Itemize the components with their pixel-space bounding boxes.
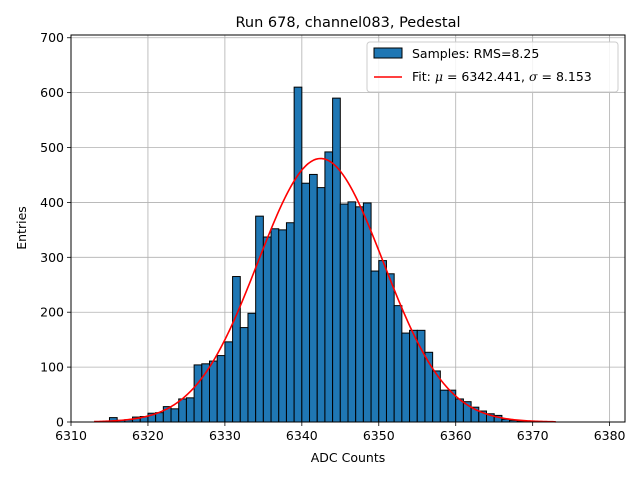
x-tick-label: 6350 bbox=[363, 428, 395, 443]
histogram-bar bbox=[355, 206, 364, 423]
y-tick-label: 100 bbox=[40, 360, 64, 375]
fit-curve bbox=[94, 157, 556, 423]
legend: Samples: RMS=8.25 Fit: μ = 6342.441, σ =… bbox=[366, 41, 619, 93]
histogram-bar bbox=[270, 228, 280, 423]
histogram-bar bbox=[370, 270, 380, 423]
histogram-bar bbox=[439, 389, 449, 423]
x-axis-ticks: 6310 6320 6330 6340 6350 6360 6370 6380 bbox=[55, 422, 626, 443]
y-tick-label: 400 bbox=[40, 195, 64, 210]
histogram-bar bbox=[393, 305, 403, 423]
histogram-bar bbox=[278, 229, 287, 423]
y-tick-label: 0 bbox=[56, 415, 64, 430]
histogram-bar bbox=[378, 260, 387, 423]
histogram-bar bbox=[309, 173, 318, 423]
histogram-bar bbox=[362, 202, 372, 423]
x-axis-label: ADC Counts bbox=[311, 450, 386, 465]
histogram-bar bbox=[209, 360, 218, 423]
histogram-bar bbox=[409, 329, 418, 423]
histogram-bar bbox=[285, 222, 295, 423]
y-axis-label: Entries bbox=[14, 206, 29, 250]
x-tick-label: 6310 bbox=[55, 428, 87, 443]
legend-samples-label: Samples: RMS=8.25 bbox=[412, 46, 539, 61]
histogram-bar bbox=[316, 187, 326, 423]
y-tick-label: 500 bbox=[40, 140, 64, 155]
histogram-bar bbox=[301, 182, 311, 423]
y-tick-label: 600 bbox=[40, 85, 64, 100]
histogram-bar bbox=[178, 398, 187, 423]
histogram-bar bbox=[262, 236, 272, 423]
x-tick-label: 6370 bbox=[517, 428, 549, 443]
histogram-bar bbox=[185, 397, 195, 423]
x-tick-label: 6340 bbox=[286, 428, 318, 443]
legend-box bbox=[366, 41, 619, 93]
histogram-bar bbox=[339, 203, 349, 423]
histogram-bar bbox=[193, 364, 203, 423]
histogram-bar bbox=[247, 312, 257, 423]
x-tick-label: 6380 bbox=[594, 428, 626, 443]
histogram-bar bbox=[347, 201, 357, 423]
histogram-bar bbox=[255, 215, 264, 423]
x-tick-label: 6330 bbox=[209, 428, 241, 443]
y-axis-ticks: 0 100 200 300 400 500 600 700 bbox=[40, 30, 71, 430]
chart-title: Run 678, channel083, Pedestal bbox=[235, 15, 460, 31]
y-tick-label: 300 bbox=[40, 250, 64, 265]
legend-sigma-symbol: σ bbox=[529, 69, 538, 84]
histogram-bar bbox=[324, 151, 334, 423]
histogram-bar bbox=[239, 327, 249, 423]
histogram-bar bbox=[293, 86, 303, 423]
histogram-bar bbox=[401, 332, 411, 423]
y-tick-label: 200 bbox=[40, 305, 64, 320]
histogram-bar bbox=[232, 276, 241, 423]
x-tick-label: 6360 bbox=[440, 428, 472, 443]
legend-samples-swatch bbox=[373, 47, 403, 59]
histogram-bar bbox=[332, 97, 341, 423]
histogram-bar bbox=[170, 408, 180, 423]
histogram-bar bbox=[216, 355, 226, 423]
histogram-bar bbox=[385, 273, 395, 423]
legend-mu-symbol: μ bbox=[435, 69, 443, 84]
plot-frame bbox=[70, 34, 626, 423]
histogram-bars bbox=[108, 86, 541, 423]
y-tick-label: 700 bbox=[40, 30, 64, 45]
legend-fit-label: Fit: μ = 6342.441, σ = 8.153 bbox=[412, 69, 592, 84]
histogram-bar bbox=[224, 341, 234, 423]
histogram-bar bbox=[455, 398, 464, 423]
x-tick-label: 6320 bbox=[132, 428, 164, 443]
